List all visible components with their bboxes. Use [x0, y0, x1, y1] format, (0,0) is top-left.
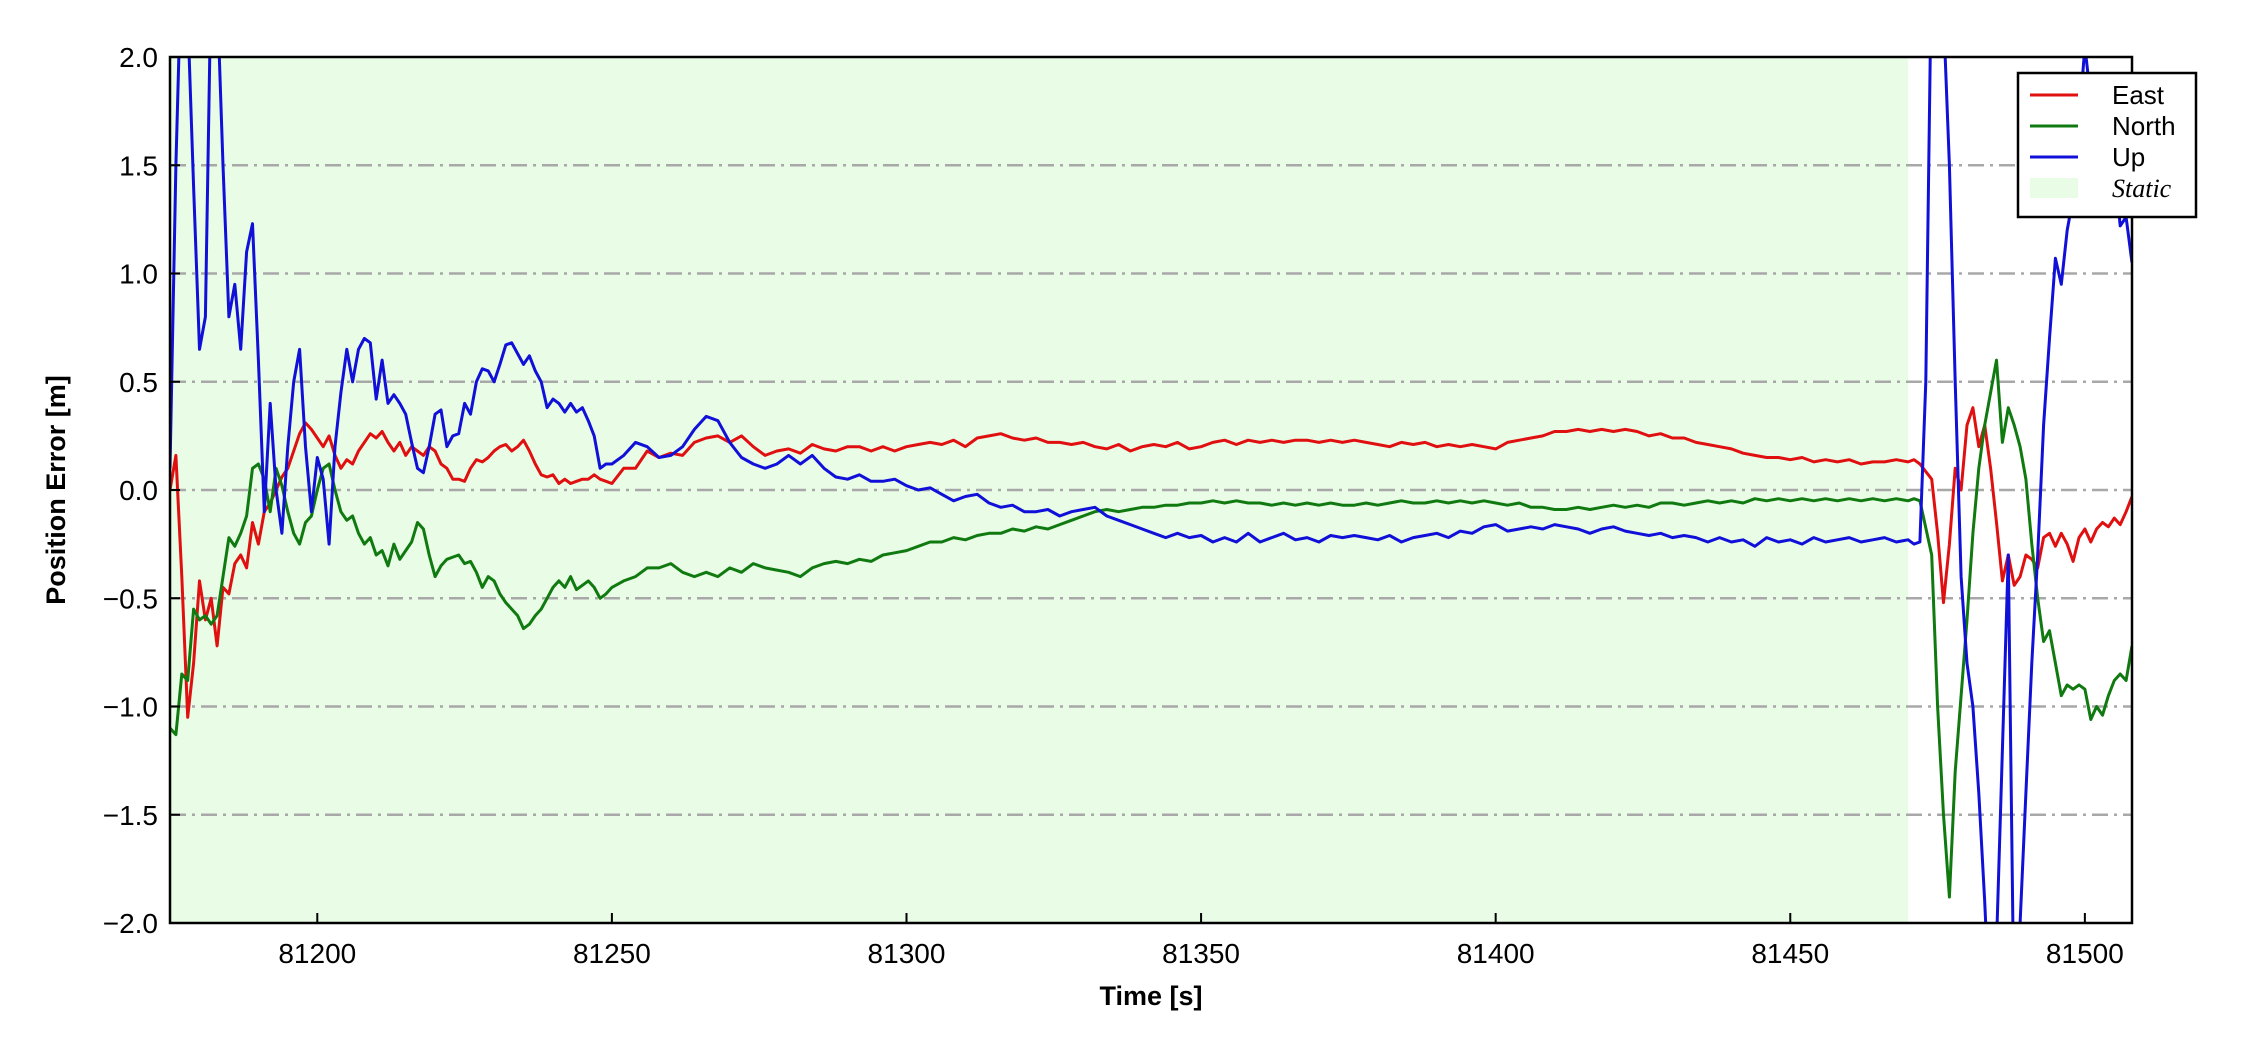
series-line-east [170, 406, 2132, 719]
y-tick-label: −1.0 [103, 692, 158, 723]
y-tick-label: 0.0 [119, 475, 158, 506]
series-layer [170, 57, 2132, 923]
legend-swatch-static [2030, 178, 2078, 198]
y-tick-label: 2.0 [119, 42, 158, 73]
y-tick-label: 1.5 [119, 150, 158, 181]
y-tick-label: −2.0 [103, 908, 158, 939]
y-tick-label: 0.5 [119, 367, 158, 398]
series-line-north [170, 358, 2132, 899]
x-tick-label: 81350 [1162, 938, 1240, 969]
y-tick-label: −0.5 [103, 583, 158, 614]
legend-label-static: Static [2112, 174, 2172, 203]
y-tick-label: 1.0 [119, 259, 158, 290]
x-tick-label: 81500 [2046, 938, 2124, 969]
x-tick-label: 81300 [868, 938, 946, 969]
series-line-up [170, 57, 2132, 923]
y-axis-title: Position Error [m] [41, 375, 71, 605]
x-tick-label: 81400 [1457, 938, 1535, 969]
x-axis-title: Time [s] [1099, 981, 1202, 1011]
ticks-layer: 81200 81250 81300 81350 81400 81450 81500 −2.0 −… [103, 42, 2124, 969]
legend-label-up: Up [2112, 142, 2145, 172]
x-tick-label: 81250 [573, 938, 651, 969]
x-tick-label: 81450 [1751, 938, 1829, 969]
legend-label-north: North [2112, 111, 2176, 141]
grid-layer [170, 164, 2132, 816]
legend-label-east: East [2112, 80, 2165, 110]
x-tick-label: 81200 [278, 938, 356, 969]
y-tick-label: −1.5 [103, 800, 158, 831]
